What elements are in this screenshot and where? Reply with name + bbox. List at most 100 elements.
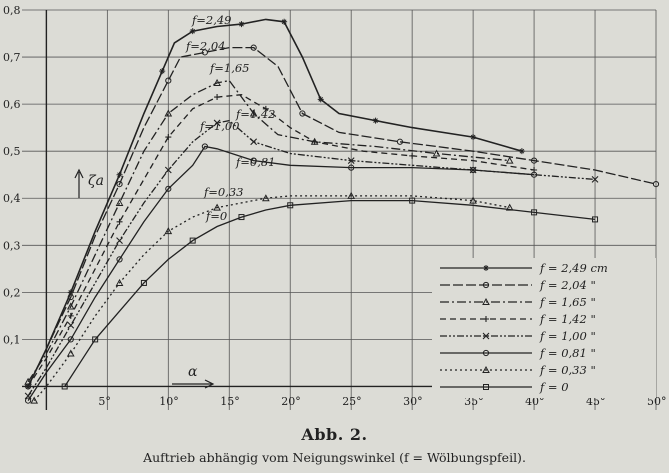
data-point — [250, 138, 258, 146]
series-5 — [24, 143, 538, 404]
series-line — [27, 145, 535, 401]
series-7 — [61, 197, 599, 390]
y-axis-arrow-head — [74, 168, 84, 179]
data-point — [30, 396, 39, 404]
legend-entry: f = 1,00 " — [539, 329, 596, 343]
legend-entry: f = 0,81 " — [539, 346, 596, 360]
x-tick-label: 45° — [586, 395, 606, 408]
data-point — [213, 203, 221, 211]
data-point — [67, 321, 75, 329]
data-point — [24, 397, 32, 404]
data-point — [116, 181, 123, 188]
series-1 — [24, 44, 660, 390]
y-tick-label: 0,5 — [3, 145, 21, 158]
legend-entry: f = 0,33 " — [539, 363, 596, 377]
y-tick-label: 0,3 — [3, 239, 21, 252]
data-point — [67, 289, 74, 296]
x-axis-arrow-head — [204, 379, 215, 389]
data-point — [159, 68, 166, 75]
data-point — [116, 237, 123, 244]
data-point — [469, 196, 477, 204]
grid — [22, 9, 657, 410]
data-point — [531, 209, 538, 216]
data-point — [201, 143, 208, 150]
data-point — [518, 148, 525, 155]
data-point — [140, 279, 147, 286]
figure-title: Abb. 2. — [301, 425, 368, 444]
x-tick-label: 20° — [281, 395, 301, 408]
data-point — [482, 297, 490, 305]
data-point — [591, 176, 599, 183]
data-point — [165, 77, 172, 84]
data-point — [482, 281, 490, 289]
data-point — [189, 237, 196, 244]
data-point — [311, 138, 318, 145]
data-point — [67, 336, 74, 343]
data-point — [238, 21, 245, 28]
series-line — [27, 79, 510, 383]
data-point — [164, 166, 172, 174]
data-point — [213, 119, 221, 127]
data-point — [116, 256, 123, 263]
data-point — [250, 44, 257, 51]
series-line — [27, 46, 657, 387]
data-point — [409, 197, 416, 204]
y-tick-label: 0,1 — [3, 333, 21, 346]
data-point — [214, 94, 221, 101]
curve-label: f=2,04 — [185, 39, 226, 53]
data-point — [262, 105, 269, 112]
y-tick-label: 0,6 — [3, 98, 21, 111]
x-tick-label: 40° — [525, 395, 545, 408]
data-point — [347, 191, 356, 199]
data-point — [165, 185, 172, 192]
series-line — [33, 195, 510, 402]
data-point — [164, 109, 173, 117]
data-point — [213, 78, 221, 86]
curve-label: f=0,81 — [235, 155, 276, 169]
data-point — [483, 265, 489, 271]
legend-box — [432, 258, 656, 398]
data-point — [530, 171, 538, 178]
data-point — [250, 157, 257, 164]
y-tick-label: 0,4 — [3, 192, 21, 205]
curve-label: f=1,00 — [199, 119, 240, 133]
x-tick-label: 10° — [159, 395, 179, 408]
data-point — [165, 134, 172, 141]
data-point — [592, 216, 599, 223]
y-tick-label: 0,2 — [3, 286, 21, 299]
legend-entry: f = 0 — [539, 380, 569, 394]
curve-label: f=2,49 — [191, 13, 232, 27]
data-point — [396, 138, 404, 145]
data-point — [116, 218, 123, 225]
curve-labels: f=2,49 f=2,04 f=1,65 f=1,42f=1,00 f=0,81 f=0,… — [185, 13, 276, 223]
data-point — [470, 134, 477, 141]
x-tick-label: 25° — [342, 395, 362, 408]
x-tick-label: 30° — [403, 395, 423, 408]
data-point — [66, 349, 75, 357]
legend-entry: f = 1,65 " — [539, 295, 596, 309]
data-point — [299, 110, 306, 117]
data-point — [66, 302, 75, 310]
data-point — [92, 336, 99, 343]
y-tick-label: 0,8 — [3, 4, 21, 17]
legend-entry: f = 2,04 " — [539, 278, 596, 292]
series-line — [27, 119, 596, 397]
series-group — [24, 18, 660, 404]
data-point — [116, 171, 123, 178]
y-axis-label: ζa — [88, 173, 104, 189]
axes: 0,1 0,2 0,3 0,4 0,5 0,6 0,7 0,8 5° 10° 15° 20° 25° 30… — [3, 4, 667, 410]
data-point — [530, 157, 538, 164]
curve-label: f=0 — [205, 209, 227, 223]
x-tick-label: 5° — [98, 395, 111, 408]
chart: 0,1 0,2 0,3 0,4 0,5 0,6 0,7 0,8 5° 10° 15° 20° 25° 30… — [3, 4, 667, 410]
data-point — [61, 383, 68, 390]
legend-entry: f = 1,42 " — [539, 312, 596, 326]
data-point — [201, 49, 208, 56]
data-point — [115, 198, 124, 206]
data-point — [470, 166, 477, 174]
data-point — [115, 278, 124, 286]
data-point — [238, 214, 245, 221]
data-point — [432, 149, 441, 157]
data-point — [483, 316, 489, 322]
